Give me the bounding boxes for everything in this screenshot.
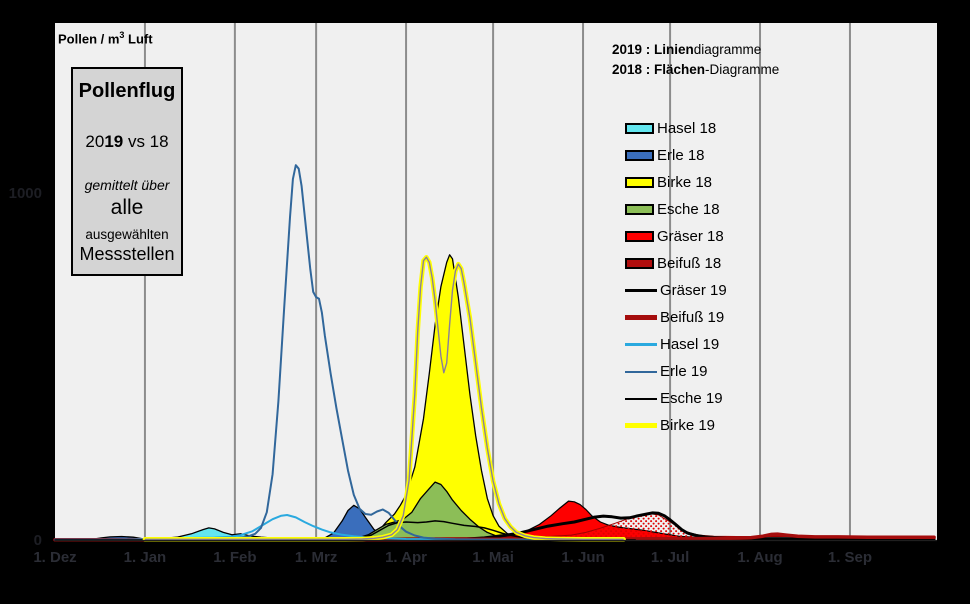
title-box-line: 2019 vs 18 — [85, 132, 169, 151]
legend-item-esche-19: Esche 19 — [625, 385, 723, 412]
x-tick-label: 1. Mrz — [294, 549, 338, 566]
legend-label: Birke 18 — [657, 173, 713, 191]
x-tick-label: 1. Apr — [385, 549, 428, 566]
legend-label: Beifuß 18 — [657, 254, 722, 272]
legend-label: Erle 18 — [657, 146, 705, 164]
legend-swatch — [625, 370, 657, 373]
legend-item-hasel-18: Hasel 18 — [625, 115, 716, 142]
series-type-annotation: 2019 : Liniendiagramme 2018 : Flächen-Dia… — [612, 40, 779, 80]
legend-item-birke-18: Birke 18 — [625, 169, 712, 196]
legend-item-birke-19: Birke 19 — [625, 412, 715, 439]
legend-label: Gräser 19 — [660, 281, 727, 299]
legend-swatch — [625, 342, 657, 346]
y-tick-label: 1000 — [8, 185, 42, 202]
chart-title-box: Pollenflug 2019 vs 18 gemittelt über alle au… — [71, 67, 183, 276]
legend-item-erle-19: Erle 19 — [625, 358, 708, 385]
legend-swatch — [625, 230, 654, 242]
legend-item-gräser-19: Gräser 19 — [625, 277, 727, 304]
x-tick-label: 1. Mai — [472, 549, 514, 566]
x-tick-label: 1. Jan — [123, 549, 167, 566]
legend-item-hasel-19: Hasel 19 — [625, 331, 719, 358]
y-tick-label: 0 — [33, 532, 42, 549]
legend-swatch — [625, 423, 657, 429]
title-box-line: Pollenflug — [78, 80, 176, 102]
legend-label: Hasel 18 — [657, 119, 717, 137]
legend-label: Erle 19 — [660, 363, 708, 381]
line-series-core-birke-19 — [144, 256, 624, 540]
legend-swatch — [625, 314, 657, 320]
legend-item-beifuß-19: Beifuß 19 — [625, 304, 724, 331]
legend-swatch — [625, 257, 654, 269]
title-box-line: gemittelt über — [84, 177, 170, 193]
x-tick-label: 1. Aug — [737, 549, 783, 566]
legend-label: Beifuß 19 — [660, 308, 725, 326]
line-series-esche-19 — [54, 520, 637, 541]
legend-swatch — [625, 203, 654, 215]
legend-item-gräser-18: Gräser 18 — [625, 223, 724, 250]
legend-swatch — [625, 176, 654, 188]
plot-area — [55, 23, 937, 540]
legend-label: Hasel 19 — [660, 335, 720, 353]
x-tick-label: 1. Sep — [827, 549, 873, 566]
legend-swatch — [625, 288, 657, 292]
legend-item-esche-18: Esche 18 — [625, 196, 720, 223]
title-box-line: alle — [110, 196, 144, 219]
legend-label: Esche 19 — [660, 390, 723, 408]
x-tick-label: 1. Jul — [650, 549, 690, 566]
x-tick-label: 1. Dez — [33, 549, 77, 566]
annotation-line: 2019 : Liniendiagramme — [612, 42, 762, 57]
legend-label: Gräser 18 — [657, 227, 724, 245]
annotation-line: 2018 : Flächen-Diagramme — [612, 62, 780, 77]
y-axis-unit-label: Pollen / m3 Luft — [58, 30, 153, 47]
title-box-line: ausgewählten — [85, 227, 169, 242]
x-tick-label: 1. Feb — [213, 549, 257, 566]
legend-label: Esche 18 — [657, 200, 720, 218]
legend-label: Birke 19 — [660, 417, 716, 435]
legend-swatch — [625, 149, 654, 161]
legend-item-beifuß-18: Beifuß 18 — [625, 250, 721, 277]
title-box-line: Messstellen — [79, 244, 175, 264]
legend-swatch — [625, 122, 654, 134]
x-tick-label: 1. Jun — [561, 549, 605, 566]
area-border-birke-18 — [55, 254, 935, 541]
legend-swatch — [625, 397, 657, 400]
legend-item-erle-18: Erle 18 — [625, 142, 705, 169]
